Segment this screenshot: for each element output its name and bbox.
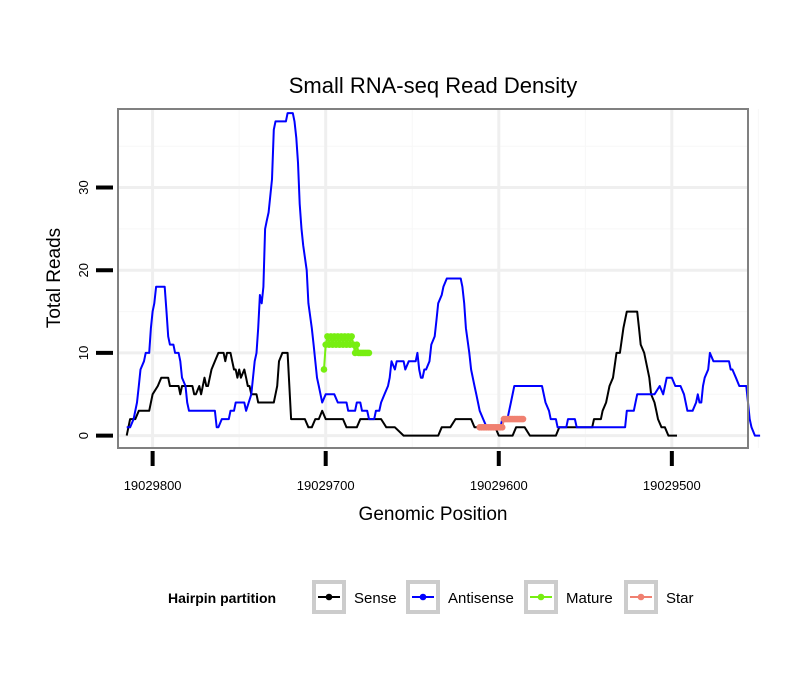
legend: Hairpin partition Sense Antisense Mature St…: [168, 580, 694, 614]
legend-item-sense: Sense: [312, 580, 397, 614]
data-point-mature: [348, 333, 355, 340]
x-tick-label: 19029800: [124, 478, 182, 493]
x-tick-label: 19029600: [470, 478, 528, 493]
y-tick-label: 30: [76, 180, 91, 194]
x-tick-label: 19029500: [643, 478, 701, 493]
legend-label-sense: Sense: [354, 590, 397, 607]
data-point-mature: [365, 349, 373, 357]
legend-key-point: [325, 593, 333, 601]
chart-title: Small RNA-seq Read Density: [289, 73, 578, 98]
y-axis-title: Total Reads: [44, 228, 65, 328]
legend-label-antisense: Antisense: [448, 590, 514, 607]
plot-panel-border: [117, 108, 749, 449]
legend-key-point: [537, 593, 545, 601]
plot-panel-background: [118, 109, 748, 448]
series-layer: [125, 112, 761, 437]
legend-item-mature: Mature: [524, 580, 613, 614]
legend-item-antisense: Antisense: [406, 580, 514, 614]
series-line-antisense: [126, 112, 761, 437]
series-line-sense: [125, 310, 677, 437]
legend-label-star: Star: [666, 590, 694, 607]
data-point-mature: [320, 366, 328, 373]
legend-label-mature: Mature: [566, 590, 613, 607]
data-point-star: [519, 415, 527, 423]
y-tick-label: 20: [76, 263, 91, 277]
y-tick-label: 0: [76, 432, 91, 439]
x-axis-title: Genomic Position: [359, 504, 508, 525]
y-axis: 0 10 20 30: [76, 180, 113, 439]
y-tick-label: 10: [76, 346, 91, 360]
data-point-star: [498, 424, 506, 431]
legend-key-point: [637, 593, 645, 601]
legend-item-star: Star: [624, 580, 694, 614]
legend-key-point: [419, 593, 427, 601]
data-point-mature: [353, 341, 361, 348]
x-tick-label: 19029700: [297, 478, 355, 493]
legend-title: Hairpin partition: [168, 590, 276, 606]
x-axis: 19029800 19029700 19029600 19029500: [124, 451, 701, 493]
